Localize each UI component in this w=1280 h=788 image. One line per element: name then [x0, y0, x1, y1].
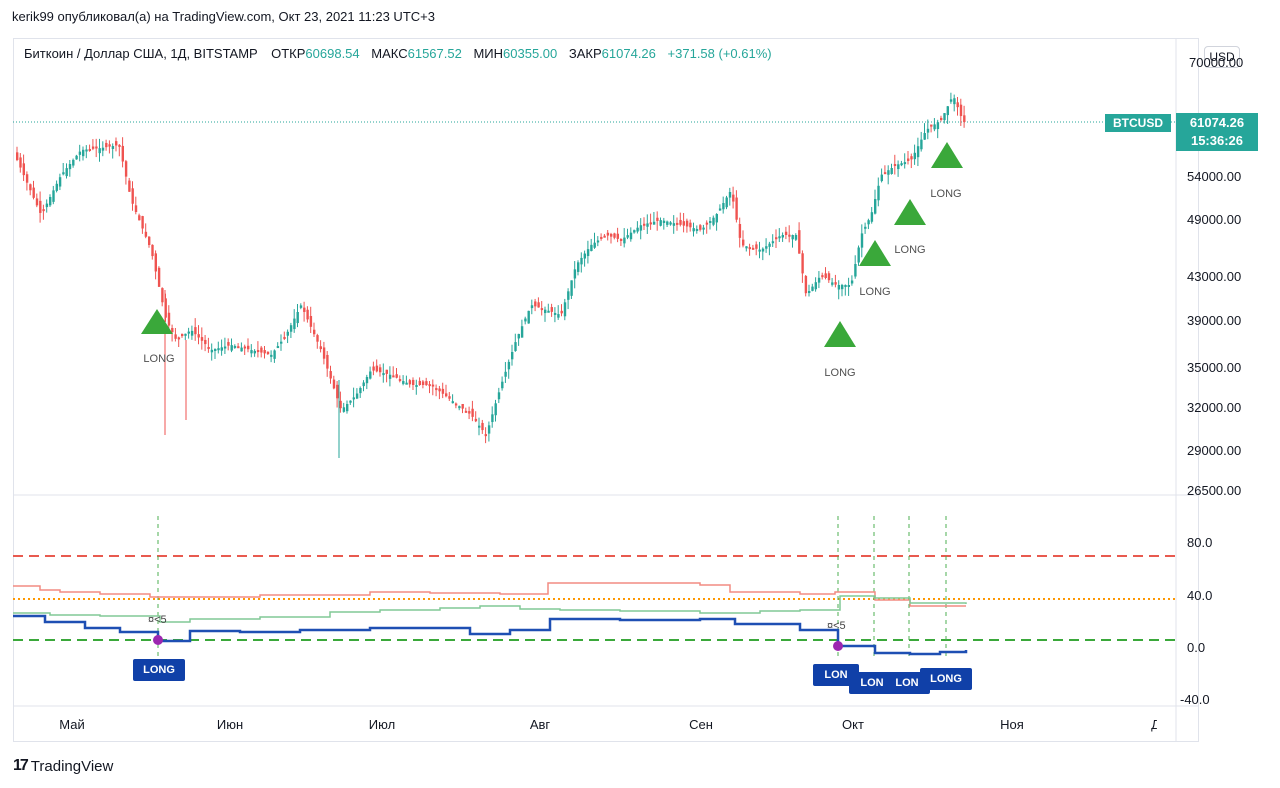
price-axis-label: 39000.00: [1187, 313, 1242, 328]
tradingview-brand[interactable]: 17 TradingView: [13, 757, 113, 775]
long-signal-label: LONG: [859, 286, 891, 298]
time-axis-label: Дек: [1151, 717, 1173, 732]
time-axis-label: Май: [59, 717, 85, 732]
time-axis-label: Окт: [842, 717, 864, 732]
long-marker[interactable]: LON: [884, 672, 930, 694]
low-label: МИН: [473, 46, 504, 61]
price-axis-label: 43000.00: [1187, 269, 1242, 284]
chart-frame: [13, 38, 1199, 742]
indicator-axis-label: 80.0: [1187, 535, 1213, 550]
ticker-tag: BTCUSD: [1105, 114, 1171, 132]
close-value: 61074.26: [601, 46, 656, 61]
indicator-axis-label: 0.0: [1187, 640, 1206, 655]
brand-name: TradingView: [30, 757, 114, 775]
symbol-header: Биткоин / Доллар США, 1Д, BITSTAMP ОТКР6…: [24, 46, 772, 61]
high-value: 61567.52: [407, 46, 462, 61]
symbol-name[interactable]: Биткоин / Доллар США, 1Д, BITSTAMP: [24, 46, 258, 61]
price-axis-label: 32000.00: [1187, 400, 1242, 415]
long-signal-label: LONG: [143, 353, 175, 365]
price-axis-label: 54000.00: [1187, 169, 1242, 184]
time-axis-label: Июн: [216, 717, 244, 732]
currency-button[interactable]: USD: [1204, 46, 1240, 68]
long-signal-label: LONG: [930, 188, 962, 200]
price-axis-label: 35000.00: [1187, 360, 1242, 375]
last-price-value: 61074.26: [1189, 115, 1245, 130]
bar-countdown: 15:36:26: [1190, 133, 1244, 148]
long-marker[interactable]: LON: [849, 672, 895, 694]
time-axis-label: Сен: [689, 717, 713, 732]
publication-title: kerik99 опубликовал(а) на TradingView.co…: [12, 9, 435, 24]
change-value: +371.58 (+0.61%): [667, 46, 772, 61]
time-axis-label: Авг: [529, 717, 551, 732]
cross-label: ¤<5: [148, 614, 167, 626]
low-value: 60355.00: [503, 46, 558, 61]
time-axis-label: Июл: [368, 717, 396, 732]
indicator-axis-label: 40.0: [1187, 588, 1213, 603]
price-axis-label: 49000.00: [1187, 212, 1242, 227]
tradingview-logo-icon: 17: [13, 757, 29, 774]
long-signal-label: LONG: [894, 244, 926, 256]
last-price-tag: 61074.26 15:36:26: [1176, 113, 1258, 151]
high-label: МАКС: [371, 46, 408, 61]
long-marker[interactable]: LONG: [920, 668, 972, 690]
long-marker[interactable]: LON: [813, 664, 859, 686]
time-axis-label: Ноя: [1000, 717, 1024, 732]
open-label: ОТКР: [271, 46, 306, 61]
indicator-axis-label: -40.0: [1180, 692, 1210, 707]
cross-label: ¤<5: [827, 620, 846, 632]
price-axis-label: 26500.00: [1187, 483, 1242, 498]
long-marker[interactable]: LONG: [133, 659, 185, 681]
price-axis-label: 29000.00: [1187, 443, 1242, 458]
long-signal-label: LONG: [824, 367, 856, 379]
open-value: 60698.54: [305, 46, 360, 61]
close-label: ЗАКР: [568, 46, 602, 61]
price-axis-label: 70000.00: [1189, 55, 1244, 70]
